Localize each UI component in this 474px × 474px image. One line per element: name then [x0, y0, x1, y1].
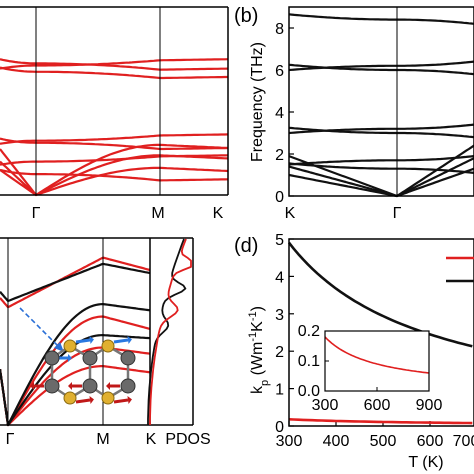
vibration-arrowhead	[127, 396, 132, 404]
panel-b-bands	[288, 13, 474, 198]
vibration-arrowhead	[127, 336, 132, 344]
panel-d-ylabel: kp (Wm-1K-1)	[247, 306, 271, 394]
panel-c-band-line	[0, 256, 151, 309]
panel-a-band-line	[0, 154, 229, 166]
panel-a-band-line	[0, 166, 229, 197]
inset-ytick-label: 0.2	[298, 323, 320, 340]
atom-metal	[120, 378, 136, 394]
panel-d-inset: 0.0 0.1 0.2 300 600 900	[298, 323, 443, 414]
vibration-arrowhead	[68, 382, 72, 390]
panel-b-kpoint-k: K	[285, 205, 296, 222]
panel-c-band-line	[0, 262, 151, 303]
panel-a-kpoint-k: K	[213, 205, 224, 222]
panel-d-xtick-label: 300	[276, 433, 303, 450]
panel-b-band-line	[288, 144, 474, 198]
panel-b-ytick-label: 6	[275, 63, 284, 80]
panel-d-red-curve	[288, 418, 473, 425]
structure-inset	[30, 336, 136, 405]
atom-metal	[120, 350, 136, 366]
panel-a-bands	[0, 58, 229, 197]
panel-b-band-line	[288, 123, 474, 135]
panel-d-black-curve	[287, 241, 473, 348]
inset-xtick-label: 600	[364, 397, 391, 414]
panel-d-yticks: 0 1 2 3 4 5	[275, 232, 294, 436]
atom-s	[63, 339, 77, 353]
panel-c: Γ M K PDOS	[0, 237, 211, 448]
vibration-arrowhead	[30, 382, 34, 390]
panel-b-ytick-label: 8	[275, 21, 284, 38]
vibration-arrows	[30, 336, 132, 404]
inset-xtick-label: 300	[312, 397, 339, 414]
panel-d-ytick-label: 3	[275, 307, 284, 324]
panel-c-kpoint-k: K	[146, 431, 157, 448]
panel-a: Γ M K	[0, 6, 229, 222]
panel-d-xtick-label: 600	[417, 433, 444, 450]
panel-d-ytick-label: 5	[275, 232, 284, 249]
panel-b: (b) Frequency (THz) 0 2 4 6 8 K Γ	[234, 5, 474, 222]
atom-s	[63, 391, 77, 405]
inset-xtick-label: 900	[416, 397, 443, 414]
inset-background	[325, 331, 429, 391]
vibration-arrow	[75, 338, 91, 344]
panel-b-ytick-label: 2	[275, 147, 284, 164]
panel-d-ytick-label: 2	[275, 344, 284, 361]
panel-b-yticks: 0 2 4 6 8	[275, 21, 294, 206]
panel-b-label: (b)	[234, 5, 258, 27]
panel-d-curves	[287, 241, 473, 425]
panel-c-dashed-arrow	[19, 307, 61, 349]
inset-ticks: 0.0 0.1 0.2 300 600 900	[298, 323, 443, 414]
atom-s	[101, 339, 115, 353]
panel-d-ytick-label: 0	[275, 419, 284, 436]
panel-c-pdos	[147, 238, 192, 425]
panel-a-kpoint-m: M	[151, 205, 164, 222]
atom-metal	[82, 350, 98, 366]
vibration-arrow	[75, 398, 91, 404]
panel-a-kpoint-gamma: Γ	[32, 205, 41, 222]
pdos-black-line	[147, 238, 187, 425]
panel-c-arrowhead	[54, 342, 64, 352]
panel-d-xlabel: T (K)	[408, 454, 443, 471]
panel-b-kpoint-gamma: Γ	[393, 205, 402, 222]
panel-d-ytick-label: 1	[275, 382, 284, 399]
atom-s	[101, 391, 115, 405]
inset-red-curve	[324, 336, 430, 374]
vibration-arrowhead	[89, 336, 94, 344]
inset-ytick-label: 0.0	[298, 383, 320, 400]
panel-c-pdos-label: PDOS	[165, 431, 210, 448]
panel-d-xtick-label: 400	[323, 433, 350, 450]
pdos-red-line	[149, 238, 192, 425]
panel-b-band-line	[288, 167, 474, 198]
panel-d-xtick-label: 500	[370, 433, 397, 450]
panel-b-ylabel: Frequency (THz)	[249, 42, 266, 162]
vibration-arrow	[113, 338, 129, 344]
vibration-arrowhead	[106, 382, 110, 390]
panel-c-kpoint-gamma: Γ	[6, 431, 15, 448]
panel-d-xticks: 300 400 500 600 700	[276, 421, 474, 450]
panel-b-frame	[288, 6, 474, 197]
vibration-arrow	[113, 398, 129, 404]
vibration-arrowhead	[89, 396, 94, 404]
panel-c-kpoint-m: M	[96, 431, 109, 448]
panel-b-band-line	[288, 13, 474, 25]
panel-b-band-line	[288, 155, 474, 166]
atom-metal	[82, 378, 98, 394]
atom-metal	[44, 378, 60, 394]
inset-curve	[324, 336, 430, 374]
atom-metal	[44, 350, 60, 366]
vibration-arrowhead	[68, 354, 72, 362]
panel-d-frame	[288, 238, 474, 427]
panel-d-label: (d)	[234, 235, 258, 257]
panel-b-ytick-label: 4	[275, 105, 284, 122]
panel-d-xtick-label: 700	[453, 433, 474, 450]
panel-b-ytick-label: 0	[275, 189, 284, 206]
panel-b-band-line	[288, 162, 474, 174]
inset-ytick-label: 0.1	[298, 353, 320, 370]
panel-b-band-line	[288, 60, 474, 72]
panel-d-ytick-label: 4	[275, 269, 284, 286]
